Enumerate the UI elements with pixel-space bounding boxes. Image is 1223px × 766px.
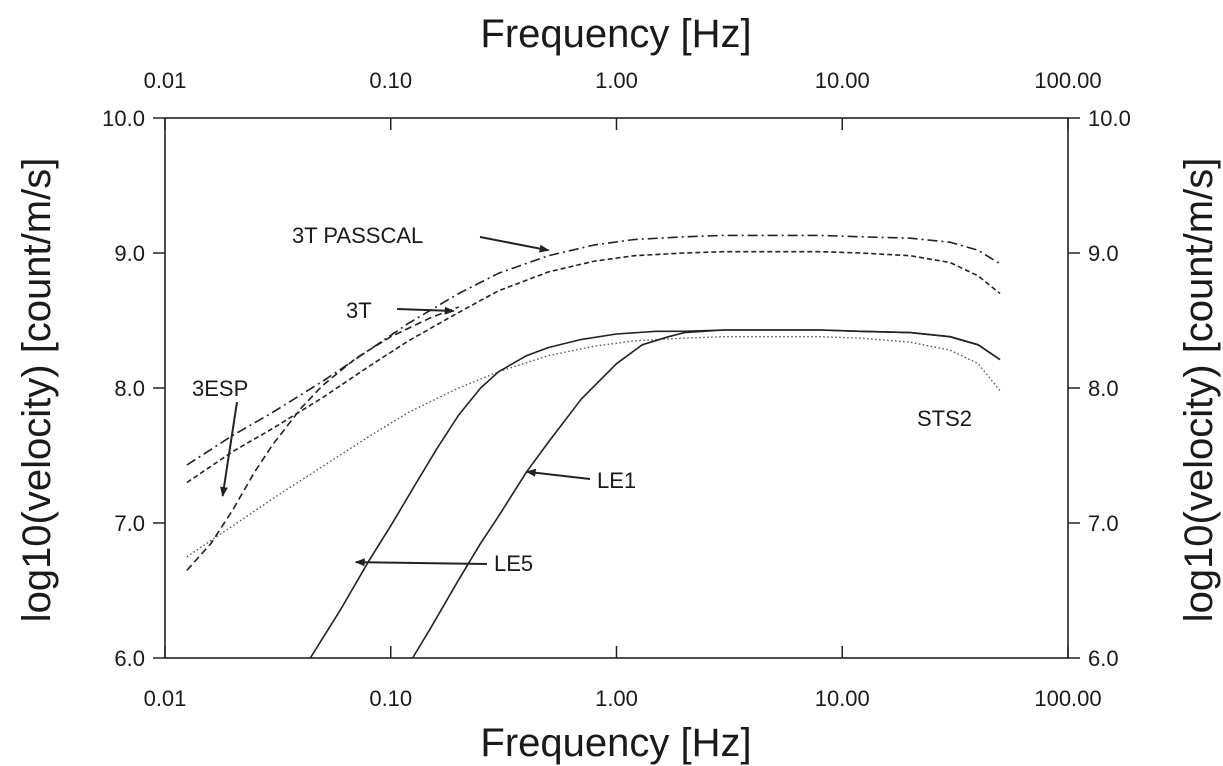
y-tick-label-right: 6.0 — [1088, 646, 1119, 671]
y-axis-title-right: log10(velocity) [count/m/s] — [1177, 158, 1221, 623]
annotation-arrow-le5 — [354, 558, 488, 567]
annotation-arrow-3t — [396, 306, 455, 315]
y-tick-label-left: 10.0 — [102, 106, 145, 131]
x-tick-label-bottom: 10.00 — [815, 686, 870, 711]
x-tick-label-top: 100.00 — [1034, 68, 1101, 93]
annotation-arrow-le1 — [525, 468, 591, 480]
series-line-3t — [186, 250, 1001, 484]
series-line-3t-passcal — [186, 234, 1001, 466]
annotation-label-3esp: 3ESP — [192, 376, 248, 401]
x-axis-title-bottom: Frequency [Hz] — [480, 721, 751, 765]
x-axis-title-top: Frequency [Hz] — [480, 12, 751, 56]
y-tick-label-right: 8.0 — [1088, 376, 1119, 401]
y-tick-label-left: 7.0 — [114, 511, 145, 536]
series-line-le1 — [411, 329, 1001, 659]
y-tick-label-right: 7.0 — [1088, 511, 1119, 536]
x-tick-label-top: 1.00 — [595, 68, 638, 93]
x-tick-label-bottom: 0.10 — [369, 686, 412, 711]
annotation-label-sts2: STS2 — [917, 406, 972, 431]
x-tick-label-top: 0.01 — [144, 68, 187, 93]
series-line-3esp — [186, 306, 459, 571]
y-tick-label-left: 8.0 — [114, 376, 145, 401]
annotation-label-3t-passcal: 3T PASSCAL — [292, 223, 423, 248]
x-tick-label-bottom: 0.01 — [144, 686, 187, 711]
series-line-sts2 — [186, 336, 1001, 558]
plot-frame — [164, 117, 1069, 659]
x-tick-label-bottom: 1.00 — [595, 686, 638, 711]
annotation-layer: 3T PASSCAL 3T 3ESP LE5 LE1 STS2 — [192, 223, 972, 576]
annotation-label-le1: LE1 — [597, 468, 636, 493]
annotation-label-le5: LE5 — [494, 551, 533, 576]
y-axis-title-left: log10(velocity) [count/m/s] — [15, 158, 59, 623]
y-tick-label-right: 9.0 — [1088, 241, 1119, 266]
y-tick-label-right: 10.0 — [1088, 106, 1131, 131]
y-tick-label-left: 9.0 — [114, 241, 145, 266]
annotation-arrow-3esp — [220, 401, 238, 497]
annotation-arrow-3t-passcal — [479, 236, 550, 253]
x-tick-label-top: 0.10 — [369, 68, 412, 93]
x-tick-label-bottom: 100.00 — [1034, 686, 1101, 711]
annotation-label-3t: 3T — [346, 298, 372, 323]
series-line-le5 — [309, 329, 1001, 659]
y-tick-label-left: 6.0 — [114, 646, 145, 671]
series-layer — [186, 234, 1001, 659]
x-tick-label-top: 10.00 — [815, 68, 870, 93]
axis-ticks: 0.01 0.01 0.10 0.10 1.00 1.00 10.00 10.00 100.00… — [102, 68, 1131, 711]
